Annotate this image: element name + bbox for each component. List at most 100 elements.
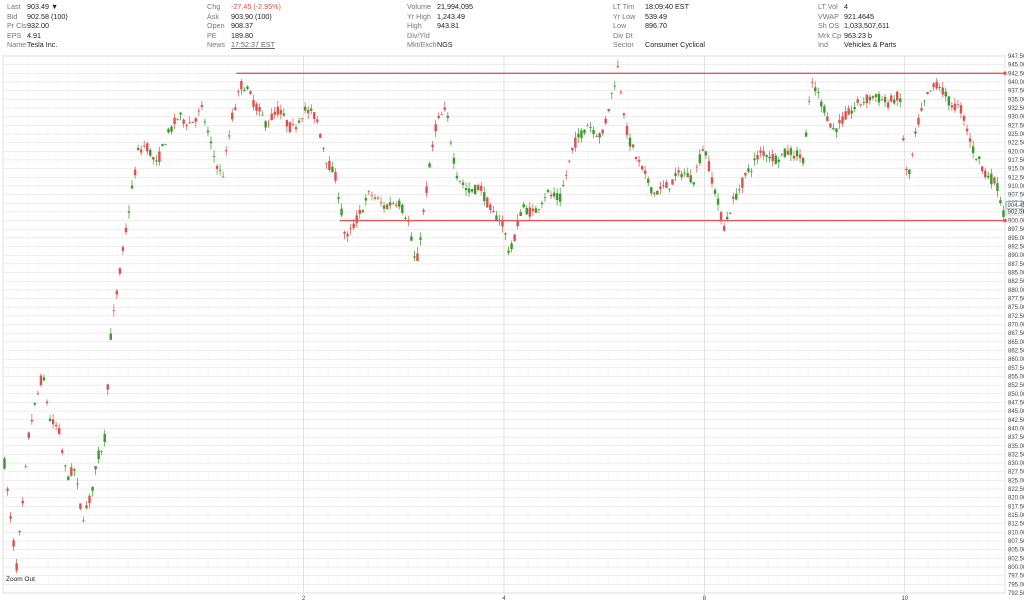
quote-label: Bid — [7, 11, 18, 21]
candle-body — [701, 149, 705, 151]
candle-body — [6, 488, 9, 491]
quote-label: Div Dt — [613, 30, 633, 40]
candle-body — [853, 107, 856, 110]
candle-body — [516, 220, 519, 226]
candle-body — [777, 159, 781, 162]
candle-body — [862, 101, 866, 103]
candle-body — [309, 108, 313, 111]
zoom-out-button[interactable]: Zoom Out — [6, 576, 35, 583]
candle-body — [531, 208, 535, 212]
candle-body — [552, 192, 556, 197]
candle-body — [722, 226, 726, 231]
candle-body — [355, 215, 358, 224]
y-tick-label: 842.50 — [1008, 418, 1024, 424]
candle-body — [801, 157, 805, 164]
candle-body — [167, 128, 170, 133]
candle-body — [349, 228, 352, 230]
candle-body — [780, 153, 784, 155]
quote-label: News — [207, 40, 225, 49]
candle-body — [82, 520, 85, 522]
candle-body — [273, 111, 276, 115]
candle-body — [613, 85, 617, 87]
quote-row: Sector Consumer Cyclical — [613, 40, 705, 50]
candle-body — [759, 150, 762, 153]
candle-body — [486, 197, 489, 208]
quote-label: Sector — [613, 40, 634, 49]
candle-body — [789, 148, 793, 155]
candle-body — [977, 156, 981, 159]
candle-body — [51, 419, 55, 425]
candle-body — [3, 458, 6, 469]
y-tick-label: 812.50 — [1008, 522, 1024, 528]
candle-body — [118, 268, 122, 274]
y-tick-label: 837.50 — [1008, 435, 1024, 441]
y-tick-label: 942.50 — [1008, 71, 1024, 77]
candle-body — [158, 151, 161, 163]
candle-body — [440, 114, 443, 116]
candle-body — [762, 151, 765, 156]
candle-body — [923, 100, 926, 102]
quote-value[interactable]: 17:52:37 EST — [231, 40, 275, 49]
candle-body — [234, 107, 237, 110]
candle-body — [495, 215, 498, 221]
candle-body — [67, 476, 70, 481]
quote-row: Volume 21,994,095 — [407, 2, 473, 12]
quote-label: LT Tim — [613, 2, 635, 11]
quote-value: 189.80 — [231, 30, 253, 40]
quote-row: Mrk Cp 963.23 b — [818, 31, 896, 41]
candle-body — [385, 204, 389, 209]
candle-body — [401, 204, 404, 213]
candle-body — [70, 467, 73, 476]
candle-body — [227, 135, 231, 137]
y-tick-label: 882.50 — [1008, 279, 1024, 285]
candle-body — [899, 98, 902, 102]
quote-column: LT Tim 18:09:40 EST Yr Low 539.49 Low 896.70 D… — [613, 2, 705, 50]
candle-body — [300, 118, 304, 120]
candle-body — [938, 87, 941, 89]
candle-body — [173, 117, 176, 125]
candle-body — [771, 154, 774, 162]
quote-column: Last 903.49 ▼ Bid 902.58 (100) Pr Cls932.00 E… — [7, 2, 68, 50]
y-tick-label: 847.50 — [1008, 400, 1024, 406]
candle-body — [291, 124, 295, 126]
candle-body — [501, 221, 504, 227]
candle-body — [826, 116, 829, 122]
quote-value: 963.23 b — [844, 30, 872, 40]
candle-body — [161, 143, 164, 146]
y-tick-label: 890.00 — [1008, 253, 1024, 259]
y-tick-label: 872.50 — [1008, 314, 1024, 320]
candle-body — [604, 118, 607, 124]
candle-body — [981, 166, 984, 172]
candle-body — [410, 236, 413, 241]
candle-body — [543, 197, 547, 199]
y-tick-label: 912.50 — [1008, 175, 1024, 181]
y-tick-label: 930.00 — [1008, 115, 1024, 121]
candle-body — [984, 170, 987, 178]
candle-body — [443, 107, 447, 110]
candle-body — [364, 197, 368, 201]
candle-body — [817, 92, 820, 94]
candle-body — [394, 204, 398, 206]
candle-body — [191, 121, 194, 123]
candle-body — [886, 102, 890, 108]
candle-body — [738, 189, 741, 191]
candle-body — [656, 190, 659, 195]
candle-body — [935, 81, 938, 89]
candle-body — [367, 191, 371, 193]
quote-row: LT Tim 18:09:40 EST — [613, 2, 705, 12]
quote-value: 902.58 (100) — [27, 11, 68, 21]
quote-label: LT Vol — [818, 2, 838, 11]
quote-value: 903.90 (100) — [231, 11, 272, 21]
candle-body — [689, 175, 692, 183]
candle-body — [889, 95, 893, 102]
candle-body — [971, 146, 975, 154]
candle-body — [294, 127, 298, 130]
candle-body — [88, 495, 91, 503]
candle-body — [434, 124, 437, 132]
candle-body — [944, 91, 948, 97]
candle-body — [449, 142, 453, 144]
candle-body — [370, 195, 374, 196]
quote-label: EPS — [7, 30, 22, 40]
candle-body — [592, 129, 595, 135]
